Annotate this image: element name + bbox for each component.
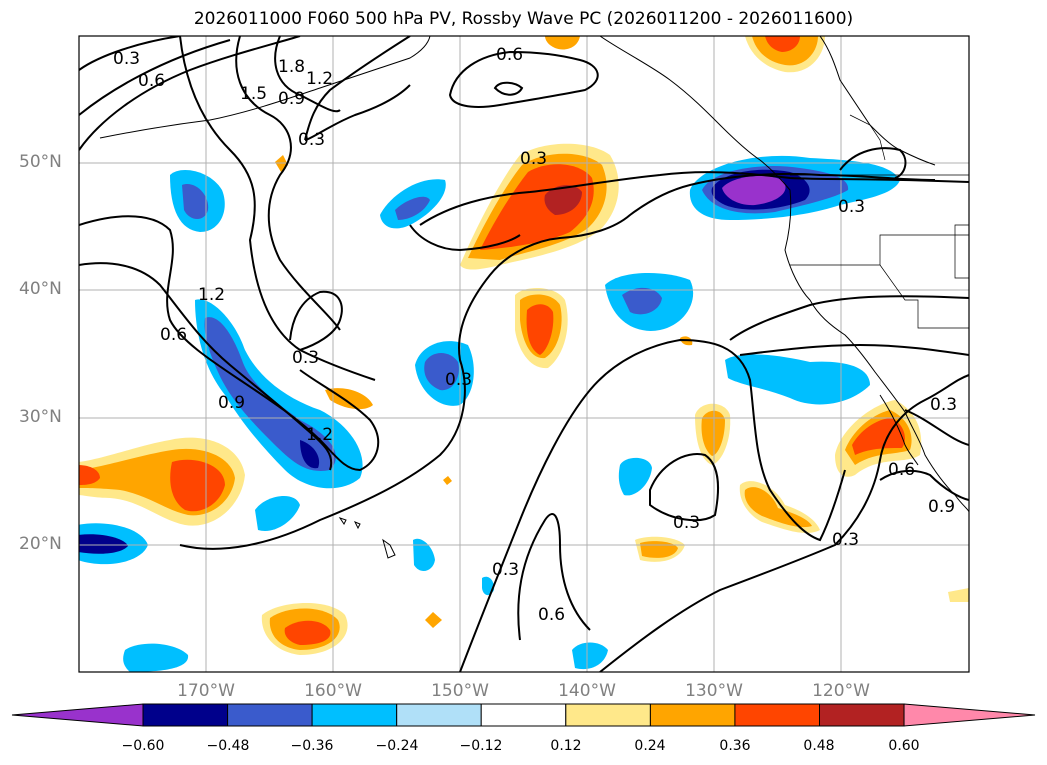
contour-label: 0.6 <box>888 460 915 480</box>
contour-label: 0.3 <box>673 513 700 533</box>
contour-label: 1.8 <box>278 57 305 77</box>
latitude-label: 30°N <box>19 407 62 427</box>
map-title: 2026011000 F060 500 hPa PV, Rossby Wave … <box>193 9 854 29</box>
longitude-label: 140°W <box>558 681 616 701</box>
contour-label: 0.3 <box>492 560 519 580</box>
longitude-label: 160°W <box>304 681 362 701</box>
colorbar-segment <box>396 703 482 727</box>
contour-label: 1.2 <box>306 425 333 445</box>
longitude-label: 120°W <box>812 681 870 701</box>
colorbar-segment <box>311 703 398 727</box>
map-frame <box>78 35 970 673</box>
contour-label: 0.6 <box>160 325 187 345</box>
colorbar-segment <box>227 703 313 727</box>
contour-label: 1.2 <box>306 69 333 89</box>
colorbar-extend-low <box>11 703 144 727</box>
contour-label: 0.3 <box>292 348 319 368</box>
pv-contours <box>79 36 969 672</box>
colorbar-segment <box>734 703 821 727</box>
colorbar-tick-label: −0.24 <box>375 738 419 754</box>
colorbar-tick-label: −0.48 <box>206 738 250 754</box>
colorbar-segment <box>565 703 651 727</box>
colorbar-segment <box>142 703 229 727</box>
contour-label: 0.3 <box>445 370 472 390</box>
latitude-label: 50°N <box>19 152 62 172</box>
contour-label: 0.9 <box>218 393 245 413</box>
coastlines <box>99 36 969 559</box>
colorbar-tick-label: 0.48 <box>803 738 835 754</box>
colorbar-segment <box>819 703 905 727</box>
contour-label: 0.6 <box>538 605 565 625</box>
contour-label: 0.3 <box>832 530 859 550</box>
colorbar-tick-label: −0.60 <box>121 738 165 754</box>
contour-label: 1.5 <box>240 84 267 104</box>
contour-label: 0.6 <box>138 71 165 91</box>
longitude-label: 150°W <box>431 681 489 701</box>
contour-label: 0.9 <box>928 497 955 517</box>
colorbar-segment <box>649 703 736 727</box>
contour-label: 0.9 <box>278 89 305 109</box>
positive-anomaly-areas <box>79 36 969 655</box>
longitude-label: 170°W <box>177 681 235 701</box>
colorbar <box>11 703 1036 727</box>
colorbar-tick-label: 0.60 <box>888 738 920 754</box>
contour-label: 0.3 <box>838 197 865 217</box>
latitude-label: 40°N <box>19 279 62 299</box>
contour-label: 0.6 <box>496 45 523 65</box>
latitude-label: 20°N <box>19 534 62 554</box>
contour-label: 0.3 <box>930 395 957 415</box>
contour-label: 0.3 <box>113 49 140 69</box>
colorbar-tick-label: −0.12 <box>459 738 503 754</box>
contour-labels: 0.3 0.6 1.5 1.8 1.2 0.9 0.3 0.6 0.3 1.2 … <box>113 45 957 625</box>
colorbar-extend-high <box>903 703 1036 727</box>
contour-label: 0.3 <box>520 149 547 169</box>
colorbar-tick-label: 0.24 <box>634 738 666 754</box>
contour-label: 1.2 <box>198 285 225 305</box>
graticule <box>79 36 969 672</box>
colorbar-tick-label: 0.12 <box>550 738 582 754</box>
longitude-label: 130°W <box>685 681 743 701</box>
colorbar-tick-label: 0.36 <box>719 738 751 754</box>
colorbar-tick-label: −0.36 <box>290 738 334 754</box>
colorbar-segment <box>480 703 567 727</box>
contour-label: 0.3 <box>298 130 325 150</box>
